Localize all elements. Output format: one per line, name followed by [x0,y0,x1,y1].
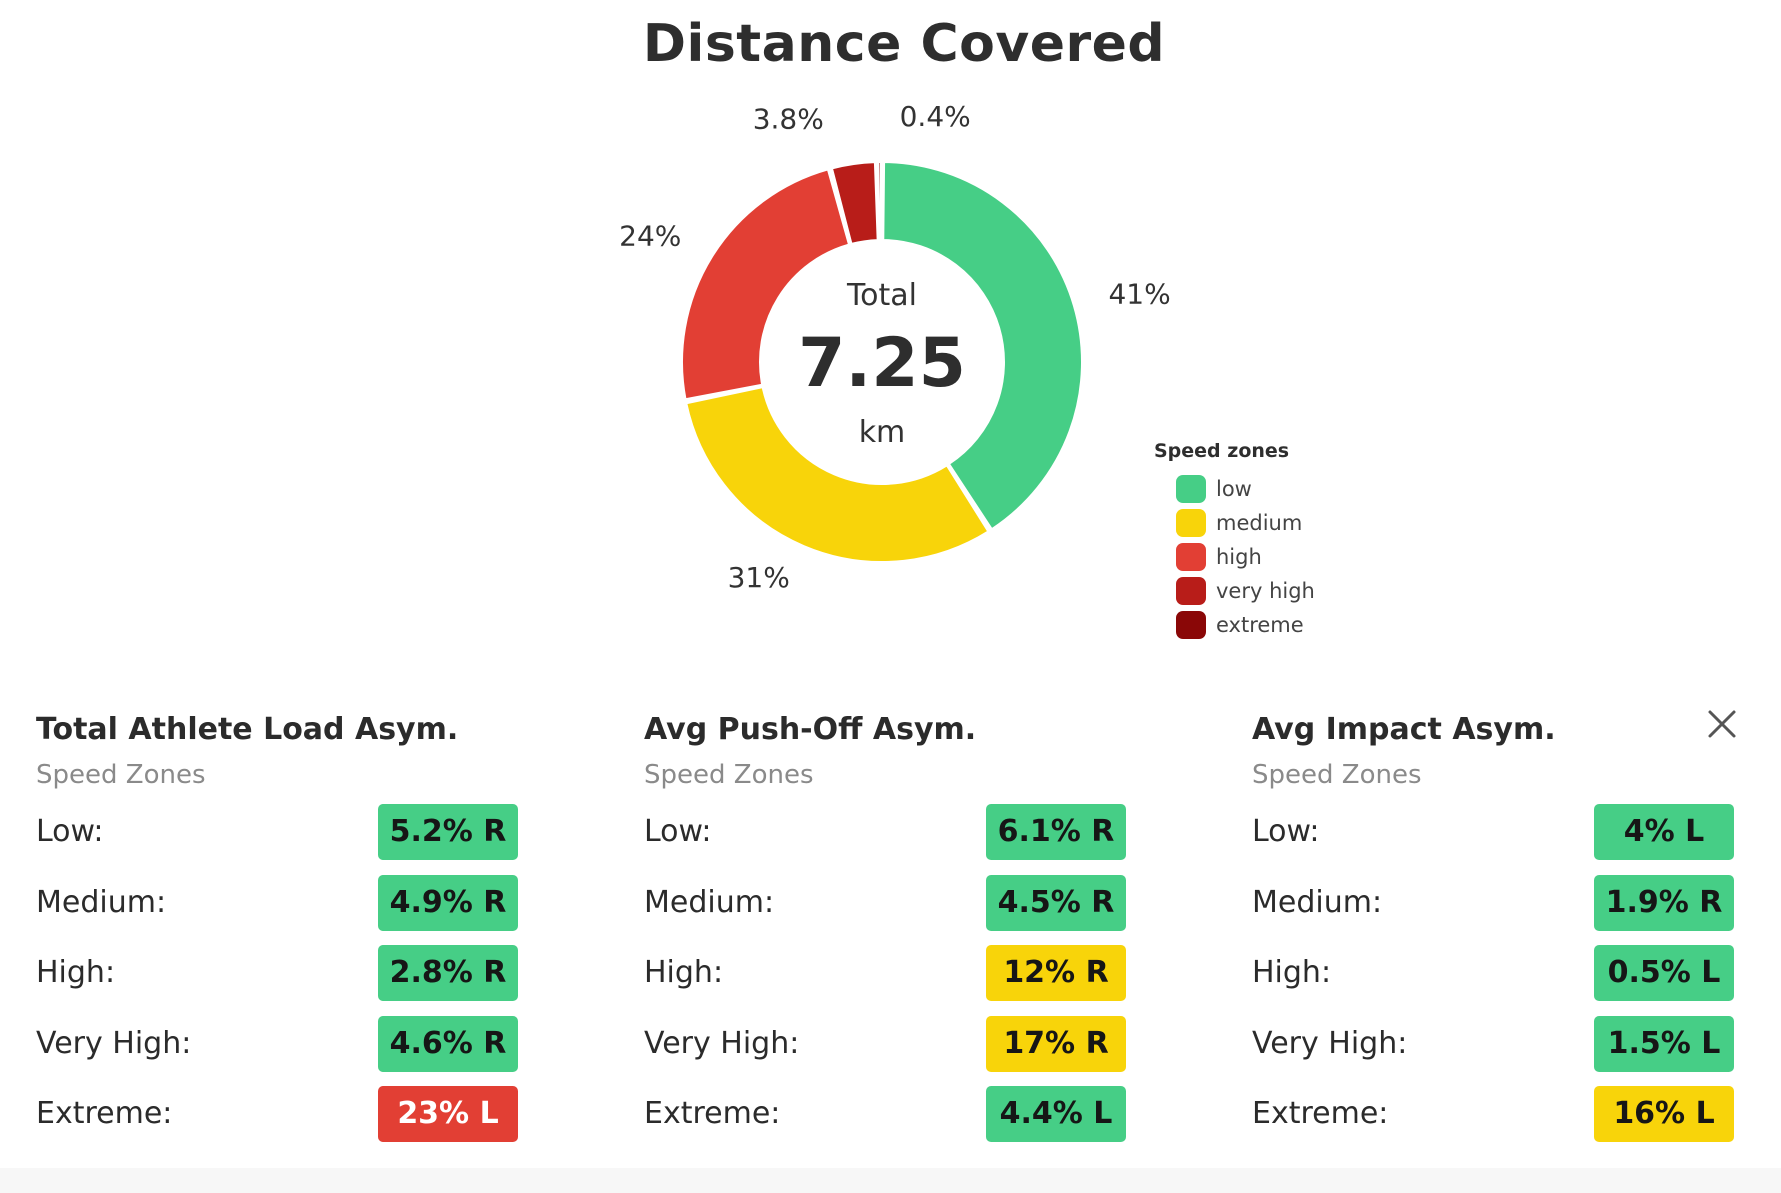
panel-row: High: 0.5% L [1252,941,1734,1012]
close-icon [1708,710,1736,738]
legend-item: very high [1154,574,1315,608]
panel-row: Very High: 17% R [644,1012,1126,1083]
donut-slice-medium [685,386,990,563]
panel-row: Very High: 1.5% L [1252,1012,1734,1083]
donut-slice-labels: 41% 31% 24% 3.8% 0.4% [619,100,1171,594]
panel-row: Extreme: 16% L [1252,1082,1734,1153]
panel-subtitle: Speed Zones [1252,760,1422,790]
legend-label-extreme: extreme [1216,613,1304,637]
legend-item: extreme [1154,608,1315,642]
panel-subtitle: Speed Zones [36,760,206,790]
donut-chart: 41% 31% 24% 3.8% 0.4% Total 7.25 km [619,100,1171,594]
donut-slice-extreme [877,161,883,242]
value-badge: 2.8% R [378,945,518,1001]
row-label: Extreme: [36,1096,173,1131]
data-label-medium: 31% [728,561,790,594]
row-label: Very High: [36,1025,192,1061]
value-badge: 4% L [1594,804,1734,860]
panel-title: Total Athlete Load Asym. [36,712,459,747]
legend-swatch-high [1176,543,1206,571]
row-label: Medium: [36,884,167,920]
donut-slice-low [882,161,1083,531]
donut-slice-high [681,168,851,401]
row-label: Extreme: [644,1096,781,1131]
panel-row: Very High: 4.6% R [36,1012,518,1083]
row-label: Very High: [644,1025,800,1061]
row-label: Low: [1252,814,1320,849]
row-label: Low: [644,814,712,849]
legend-swatch-medium [1176,509,1206,537]
value-badge: 1.5% L [1594,1015,1734,1072]
value-badge: 1.9% R [1594,874,1734,931]
data-label-low: 41% [1108,278,1170,311]
legend-label-high: high [1216,545,1262,569]
panel-subtitle: Speed Zones [644,760,814,790]
donut-slice-very-high [830,161,879,245]
value-badge: 4.4% L [986,1086,1126,1142]
panel-row: Extreme: 23% L [36,1082,518,1153]
data-label-extreme: 0.4% [900,100,971,133]
value-badge: 4.9% R [378,874,518,931]
row-label: High: [1252,955,1332,990]
data-label-high: 24% [619,220,681,253]
value-badge: 0.5% L [1594,945,1734,1001]
row-label: Medium: [1252,884,1383,920]
chart-title: Distance Covered [642,14,1166,74]
panel-row: Low: 6.1% R [644,800,1126,871]
value-badge: 4.5% R [986,874,1126,931]
panel-row: High: 12% R [644,941,1126,1012]
row-label: High: [36,955,116,990]
value-badge: 4.6% R [378,1015,518,1072]
row-label: Low: [36,814,104,849]
panel-row: Low: 4% L [1252,800,1734,871]
center-total-unit: km [859,415,906,450]
panel-row: Medium: 1.9% R [1252,871,1734,942]
bottom-strip [0,1168,1781,1193]
close-button[interactable] [1702,704,1742,744]
value-badge: 6.1% R [986,804,1126,860]
row-label: Very High: [1252,1025,1408,1061]
center-total-label: Total [846,278,917,313]
legend-item: medium [1154,506,1315,540]
panel-title: Avg Impact Asym. [1252,712,1556,747]
legend-item: high [1154,540,1315,574]
value-badge: 23% L [378,1086,518,1142]
panel-total-athlete-load: Total Athlete Load Asym. Speed Zones Low… [36,712,518,1153]
legend-label-medium: medium [1216,511,1303,535]
legend-item: low [1154,472,1315,506]
donut-slices [681,161,1083,563]
legend: Speed zones low medium high very high ex… [1154,440,1315,642]
panel-row: Extreme: 4.4% L [644,1082,1126,1153]
panel-title: Avg Push-Off Asym. [644,712,977,747]
value-badge: 17% R [986,1015,1126,1072]
value-badge: 5.2% R [378,804,518,860]
panel-row: Low: 5.2% R [36,800,518,871]
panel-row: Medium: 4.5% R [644,871,1126,942]
panel-avg-impact: Avg Impact Asym. Speed Zones Low: 4% L M… [1252,712,1734,1153]
panel-row: High: 2.8% R [36,941,518,1012]
row-label: Medium: [644,884,775,920]
legend-swatch-extreme [1176,611,1206,639]
legend-swatch-low [1176,475,1206,503]
row-label: High: [644,955,724,990]
legend-label-low: low [1216,477,1252,501]
panel-row: Medium: 4.9% R [36,871,518,942]
panel-avg-push-off: Avg Push-Off Asym. Speed Zones Low: 6.1%… [644,712,1126,1153]
value-badge: 12% R [986,945,1126,1001]
legend-label-very-high: very high [1216,579,1315,603]
center-total-value: 7.25 [798,324,966,403]
data-label-very-high: 3.8% [753,102,824,135]
row-label: Extreme: [1252,1096,1389,1131]
legend-title: Speed zones [1154,440,1290,462]
legend-swatch-very-high [1176,577,1206,605]
value-badge: 16% L [1594,1086,1734,1142]
